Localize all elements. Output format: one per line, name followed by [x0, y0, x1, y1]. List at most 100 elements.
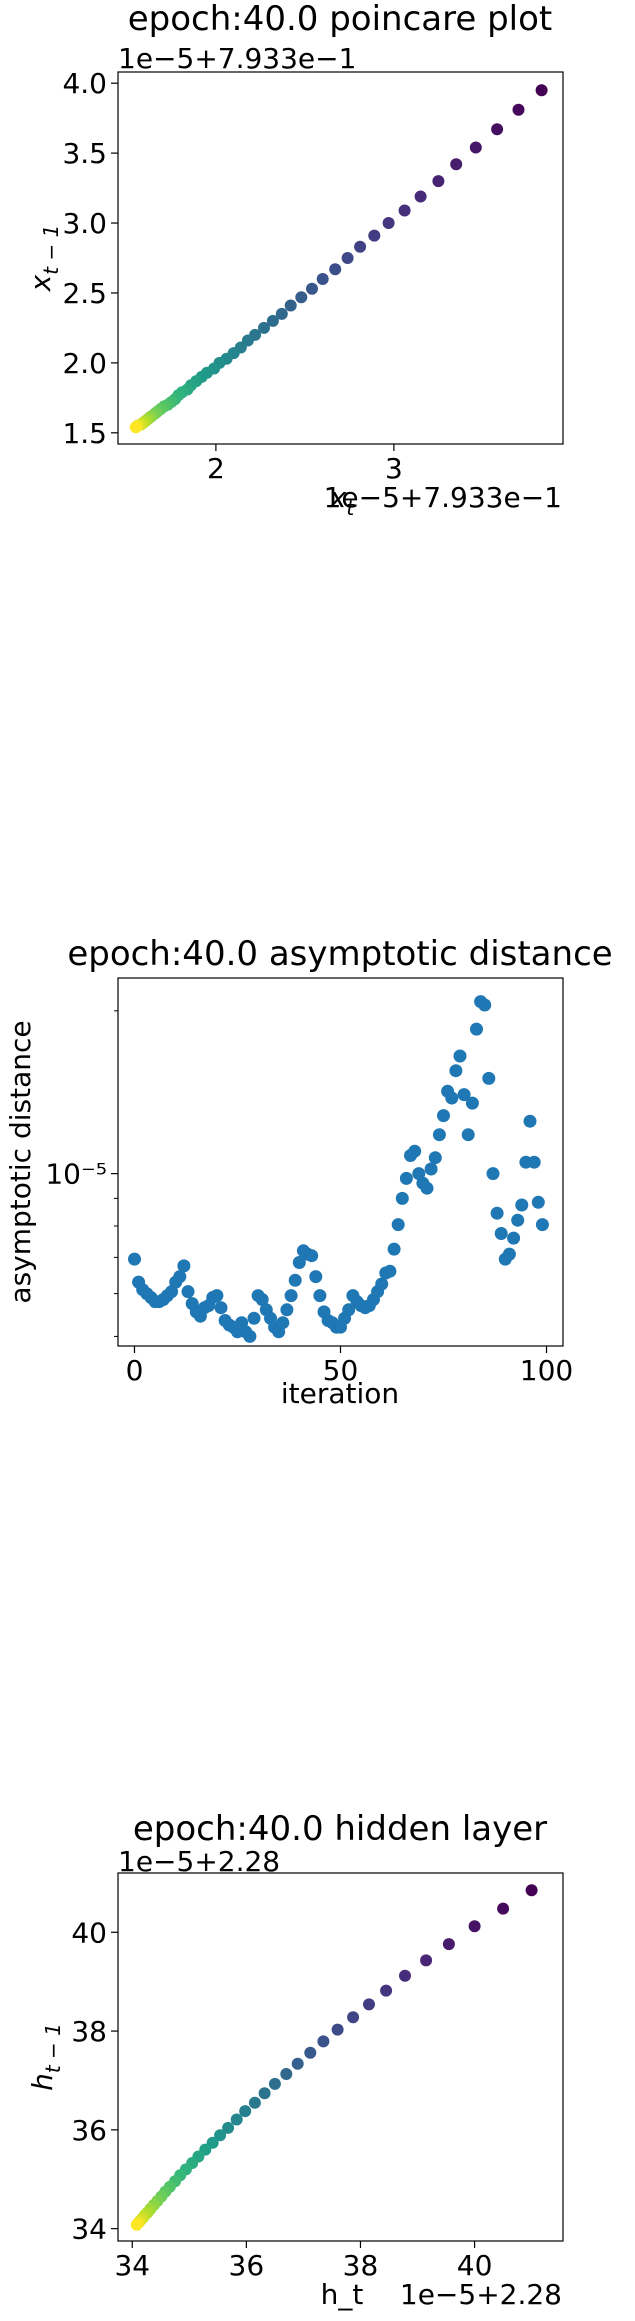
hidden-point	[214, 2129, 227, 2142]
hidden-point	[239, 2105, 252, 2118]
asymptotic-point	[457, 1088, 471, 1102]
hidden-point	[468, 1920, 481, 1933]
hidden-x-tick-label: 34	[114, 2249, 150, 2282]
hidden-point	[347, 2011, 360, 2024]
asymptotic-point	[465, 1096, 479, 1110]
asymptotic-y-tick-label: 10⁻⁵	[45, 1158, 107, 1191]
asymptotic-point	[280, 1303, 294, 1317]
poincare-plot-area	[117, 71, 564, 445]
hidden-point	[442, 1938, 455, 1951]
poincare-y-offset-text: 1e−5+7.933e−1	[118, 42, 356, 75]
asymptotic-point	[432, 1128, 446, 1142]
poincare-point	[329, 263, 342, 276]
asymptotic-panel: epoch:40.0 asymptotic distance 0 50 100 10…	[4, 934, 613, 1410]
asymptotic-point	[247, 1311, 261, 1325]
asymptotic-x-tick-label: 100	[520, 1354, 573, 1387]
asymptotic-point	[387, 1242, 401, 1256]
poincare-point	[129, 421, 142, 434]
hidden-y-tick-label: 38	[71, 2015, 107, 2048]
asymptotic-point	[482, 1071, 496, 1085]
poincare-point	[414, 190, 427, 203]
asymptotic-point	[181, 1285, 195, 1299]
poincare-x-tick-label: 3	[385, 452, 403, 485]
asymptotic-y-ticks: 10⁻⁵	[45, 1010, 118, 1337]
asymptotic-point	[342, 1303, 356, 1317]
hidden-y-tick-label: 36	[71, 2114, 107, 2147]
asymptotic-point	[395, 1191, 409, 1205]
asymptotic-point	[214, 1301, 228, 1315]
asymptotic-point	[478, 998, 492, 1012]
poincare-y-tick-label: 4.0	[62, 67, 107, 100]
poincare-y-label: xt − 1	[24, 225, 63, 293]
poincare-point	[275, 307, 288, 320]
asymptotic-point	[375, 1277, 389, 1291]
poincare-point	[341, 252, 354, 264]
hidden-point	[331, 2023, 344, 2036]
poincare-y-tick-label: 1.5	[62, 417, 107, 450]
poincare-point	[398, 204, 411, 217]
hidden-point	[317, 2035, 330, 2048]
asymptotic-y-label: asymptotic distance	[4, 1020, 37, 1303]
poincare-point	[368, 229, 381, 242]
hidden-point	[497, 1902, 510, 1915]
asymptotic-point	[292, 1256, 306, 1269]
poincare-point	[354, 240, 367, 253]
asymptotic-point	[255, 1293, 269, 1306]
poincare-point	[512, 103, 525, 116]
hidden-point	[230, 2113, 243, 2126]
poincare-point	[284, 299, 297, 312]
poincare-point	[432, 175, 445, 188]
hidden-point	[380, 1984, 393, 1997]
hidden-plot-area	[117, 1872, 564, 2242]
hidden-point	[420, 1954, 433, 1967]
poincare-y-tick-label: 3.5	[62, 137, 107, 170]
asymptotic-point	[313, 1289, 327, 1303]
asymptotic-point	[428, 1151, 442, 1165]
asymptotic-point	[276, 1316, 290, 1330]
asymptotic-point	[535, 1218, 549, 1232]
asymptotic-point	[424, 1162, 438, 1176]
poincare-point	[535, 84, 548, 97]
poincare-point	[450, 158, 463, 171]
poincare-y-tick-label: 2.5	[62, 277, 107, 310]
hidden-point	[304, 2046, 317, 2059]
poincare-title: epoch:40.0 poincare plot	[128, 0, 553, 39]
asymptotic-point	[527, 1155, 541, 1169]
asymptotic-point	[507, 1231, 521, 1245]
asymptotic-point	[284, 1289, 298, 1303]
poincare-x-offset-text: 1e−5+7.933e−1	[324, 481, 562, 514]
asymptotic-point	[305, 1249, 319, 1263]
hidden-x-tick-label: 38	[343, 2249, 379, 2282]
asymptotic-point	[511, 1213, 525, 1227]
asymptotic-point	[420, 1181, 434, 1195]
asymptotic-point	[309, 1270, 323, 1284]
asymptotic-point	[399, 1171, 413, 1185]
asymptotic-point	[128, 1252, 141, 1266]
hidden-y-tick-label: 34	[71, 2213, 107, 2246]
asymptotic-point	[490, 1206, 504, 1220]
hidden-y-label: ht − 1	[26, 2023, 65, 2091]
hidden-point	[399, 1969, 411, 1982]
asymptotic-point	[210, 1289, 224, 1303]
hidden-x-label: h_t	[321, 2278, 364, 2311]
hidden-point	[130, 2218, 143, 2231]
asymptotic-point	[408, 1144, 422, 1158]
poincare-panel: epoch:40.0 poincare plot 1e−5+7.933e−1 2…	[24, 0, 564, 520]
hidden-point	[525, 1884, 538, 1897]
asymptotic-x-tick-label: 0	[126, 1354, 144, 1387]
hidden-point	[363, 1998, 375, 2011]
hidden-point	[268, 2077, 281, 2090]
poincare-y-tick-label: 3.0	[62, 207, 107, 240]
hidden-point	[258, 2087, 271, 2100]
asymptotic-point	[288, 1273, 302, 1287]
asymptotic-x-tick-label: 50	[323, 1354, 359, 1387]
asymptotic-point	[177, 1259, 191, 1273]
hidden-point	[291, 2057, 304, 2070]
asymptotic-point	[515, 1198, 529, 1212]
hidden-point	[280, 2068, 293, 2080]
hidden-x-tick-label: 36	[229, 2249, 265, 2282]
poincare-point	[266, 314, 279, 327]
poincare-point	[306, 282, 318, 295]
